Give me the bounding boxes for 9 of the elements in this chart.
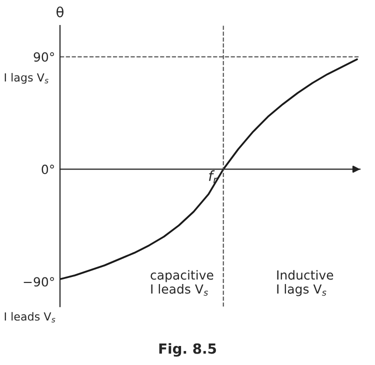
y-tick-label: 90°: [34, 52, 54, 62]
y-tick-label: −90°: [24, 277, 54, 287]
y-tick-label: 0°: [42, 164, 54, 174]
annotation: capacitive I leads V$_{s}$: [150, 270, 214, 296]
annotation: Inductive I lags V$_{s}$: [277, 270, 334, 296]
text: I lags V$_{s}$: [4, 73, 48, 84]
y-axis-title: θ: [56, 6, 64, 18]
caption: Fig. 8.5: [159, 343, 216, 357]
text: I leads V$_{s}$: [4, 312, 56, 322]
